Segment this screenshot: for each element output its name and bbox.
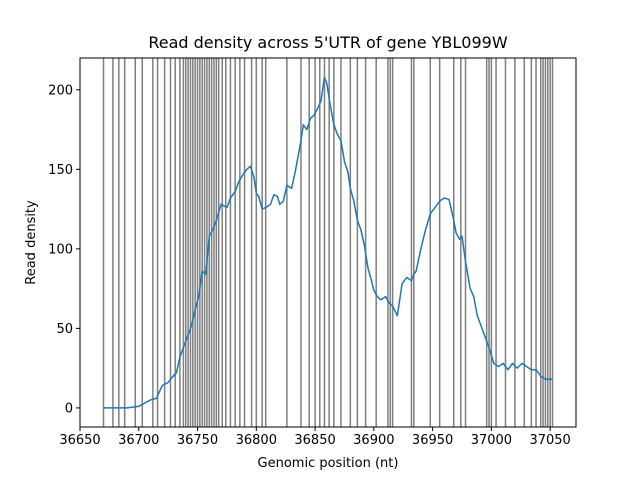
x-tick-label: 37050 — [529, 433, 570, 448]
x-tick-label: 37000 — [471, 433, 512, 448]
x-tick-label: 36900 — [353, 433, 394, 448]
series-layer — [103, 76, 553, 409]
series-line — [103, 76, 553, 409]
y-tick-label: 100 — [48, 242, 73, 257]
y-tick-label: 200 — [48, 83, 73, 98]
y-tick-label: 0 — [65, 401, 73, 416]
vline-layer — [102, 58, 554, 427]
y-tick-label: 50 — [56, 322, 73, 337]
x-tick-label: 36850 — [294, 433, 335, 448]
x-axis-label: Genomic position (nt) — [258, 456, 399, 471]
plot-frame — [79, 57, 577, 428]
y-tick-label: 150 — [48, 163, 73, 178]
x-tick-label: 36800 — [236, 433, 277, 448]
y-axis-label: Read density — [24, 200, 39, 285]
x-axis: 36650 36700 36750 36800 36850 36900 36950 37000… — [59, 427, 571, 448]
x-tick-label: 36650 — [59, 433, 100, 448]
x-tick-label: 36750 — [177, 433, 218, 448]
y-axis: 0 50 100 150 200 — [48, 83, 80, 416]
x-tick-label: 36700 — [118, 433, 159, 448]
x-tick-label: 36950 — [412, 433, 453, 448]
chart-title: Read density across 5'UTR of gene YBL099… — [148, 33, 507, 52]
